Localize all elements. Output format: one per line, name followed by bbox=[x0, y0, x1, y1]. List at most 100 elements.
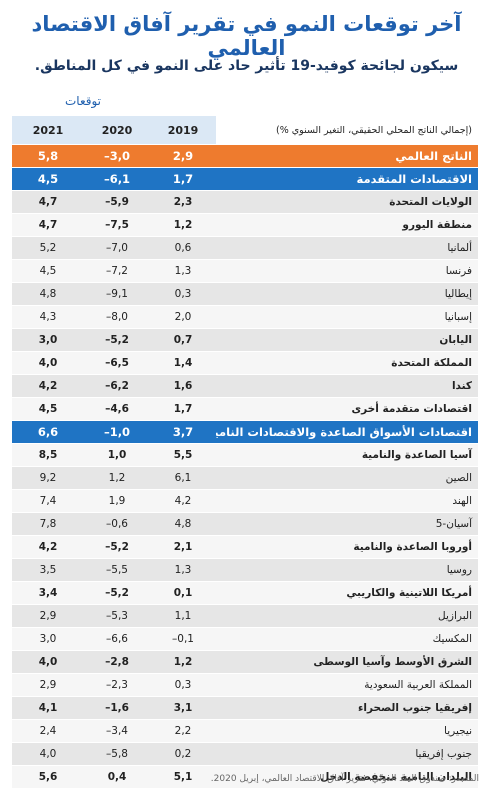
year-header: 2020 bbox=[84, 116, 150, 145]
row-label: جنوب إفريقيا bbox=[216, 742, 478, 766]
value-cell: 4,3 bbox=[12, 305, 84, 329]
table-row: منطقة اليورو 1,2 7,5– 4,7 bbox=[12, 213, 478, 237]
value-cell: 4,5 bbox=[12, 167, 84, 191]
value-cell: 4,8 bbox=[150, 512, 216, 536]
value-cell: 1,2 bbox=[150, 650, 216, 674]
value-cell: 3,0– bbox=[84, 144, 150, 168]
table-row: اقتصادات الأسواق الصاعدة والاقتصادات الن… bbox=[12, 420, 478, 444]
row-label: أوروبا الصاعدة والنامية bbox=[216, 535, 478, 559]
table-row: المملكة العربية السعودية 0,3 2,3– 2,9 bbox=[12, 673, 478, 697]
value-cell: 8,0– bbox=[84, 305, 150, 329]
value-cell: 1,6– bbox=[84, 696, 150, 720]
row-label: الاقتصادات المتقدمة bbox=[216, 167, 478, 191]
value-cell: 7,5– bbox=[84, 213, 150, 237]
table-row: كندا 1,6 6,2– 4,2 bbox=[12, 374, 478, 398]
value-cell: 4,2 bbox=[150, 489, 216, 513]
value-cell: 5,5 bbox=[150, 443, 216, 467]
value-cell: 4,7 bbox=[12, 213, 84, 237]
projections-label: توقعات bbox=[64, 94, 102, 108]
value-cell: 1,2 bbox=[150, 213, 216, 237]
value-cell: 2,9 bbox=[12, 673, 84, 697]
table-row: أمريكا اللاتينية والكاريبي 0,1 5,2– 3,4 bbox=[12, 581, 478, 605]
value-cell: 1,7 bbox=[150, 167, 216, 191]
value-cell: 0,3 bbox=[150, 282, 216, 306]
value-cell: 4,6– bbox=[84, 397, 150, 421]
value-cell: 5,3– bbox=[84, 604, 150, 628]
value-cell: 2,4 bbox=[12, 719, 84, 743]
value-cell: 9,2 bbox=[12, 466, 84, 490]
row-label: فرنسا bbox=[216, 259, 478, 283]
row-label: الهند bbox=[216, 489, 478, 513]
value-cell: 2,3– bbox=[84, 673, 150, 697]
value-cell: 2,2 bbox=[150, 719, 216, 743]
row-label: الولايات المتحدة bbox=[216, 190, 478, 214]
value-cell: 4,5 bbox=[12, 259, 84, 283]
table-row: إفريقيا جنوب الصحراء 3,1 1,6– 4,1 bbox=[12, 696, 478, 720]
value-cell: 0,6– bbox=[84, 512, 150, 536]
row-label: أمريكا اللاتينية والكاريبي bbox=[216, 581, 478, 605]
year-header: 2019 bbox=[150, 116, 216, 145]
value-cell: 8,5 bbox=[12, 443, 84, 467]
value-cell: 2,0 bbox=[150, 305, 216, 329]
value-cell: 0,2 bbox=[150, 742, 216, 766]
value-cell: 4,5 bbox=[12, 397, 84, 421]
row-label: المكسيك bbox=[216, 627, 478, 651]
value-cell: 5,9– bbox=[84, 190, 150, 214]
table-row: إيطاليا 0,3 9,1– 4,8 bbox=[12, 282, 478, 306]
value-cell: 7,4 bbox=[12, 489, 84, 513]
table-row: الناتج العالمي 2,9 3,0– 5,8 bbox=[12, 144, 478, 168]
title: آخر توقعات النمو في تقرير آفاق الاقتصاد … bbox=[31, 12, 462, 60]
row-label: إسبانيا bbox=[216, 305, 478, 329]
value-cell: 4,2 bbox=[12, 374, 84, 398]
row-label: البلدان النامية منخفضة الدخل bbox=[216, 765, 478, 789]
header-row: (إجمالي الناتج المحلي الحقيقي، التغير ال… bbox=[12, 116, 478, 145]
value-cell: 1,9 bbox=[84, 489, 150, 513]
table-row: اليابان 0,7 5,2– 3,0 bbox=[12, 328, 478, 352]
value-cell: 2,8– bbox=[84, 650, 150, 674]
value-cell: 5,6 bbox=[12, 765, 84, 789]
value-cell: 5,8 bbox=[12, 144, 84, 168]
table-row: آسيان-5 4,8 0,6– 7,8 bbox=[12, 512, 478, 536]
value-cell: 3,0 bbox=[12, 627, 84, 651]
value-cell: 0,4 bbox=[84, 765, 150, 789]
value-cell: 0,1 bbox=[150, 581, 216, 605]
value-cell: 6,6– bbox=[84, 627, 150, 651]
value-cell: 2,1 bbox=[150, 535, 216, 559]
row-label: إفريقيا جنوب الصحراء bbox=[216, 696, 478, 720]
table-row: الولايات المتحدة 2,3 5,9– 4,7 bbox=[12, 190, 478, 214]
row-label: اقتصادات متقدمة أخرى bbox=[216, 397, 478, 421]
year-header: 2021 bbox=[12, 116, 84, 145]
row-label: كندا bbox=[216, 374, 478, 398]
value-cell: 7,8 bbox=[12, 512, 84, 536]
value-cell: 4,1 bbox=[12, 696, 84, 720]
value-cell: 1,6 bbox=[150, 374, 216, 398]
value-cell: 6,1 bbox=[150, 466, 216, 490]
row-label: الشرق الأوسط وآسيا الوسطى bbox=[216, 650, 478, 674]
row-label: اليابان bbox=[216, 328, 478, 352]
row-label: الناتج العالمي bbox=[216, 144, 478, 168]
table-row: الصين 6,1 1,2 9,2 bbox=[12, 466, 478, 490]
value-cell: 4,0 bbox=[12, 351, 84, 375]
row-label: البرازيل bbox=[216, 604, 478, 628]
table-row: نيجيريا 2,2 3,4– 2,4 bbox=[12, 719, 478, 743]
table-body: الناتج العالمي 2,9 3,0– 5,8 الاقتصادات المتق… bbox=[12, 144, 478, 789]
value-cell: 1,1 bbox=[150, 604, 216, 628]
value-cell: 1,0 bbox=[84, 443, 150, 467]
value-cell: 5,5– bbox=[84, 558, 150, 582]
row-label: نيجيريا bbox=[216, 719, 478, 743]
table-row: آسيا الصاعدة والنامية 5,5 1,0 8,5 bbox=[12, 443, 478, 467]
value-cell: 5,2– bbox=[84, 581, 150, 605]
table-row: إسبانيا 2,0 8,0– 4,3 bbox=[12, 305, 478, 329]
table-row: الهند 4,2 1,9 7,4 bbox=[12, 489, 478, 513]
value-cell: 4,7 bbox=[12, 190, 84, 214]
row-label: المملكة المتحدة bbox=[216, 351, 478, 375]
value-cell: 4,2 bbox=[12, 535, 84, 559]
value-cell: 0,3 bbox=[150, 673, 216, 697]
value-cell: 3,1 bbox=[150, 696, 216, 720]
value-cell: 7,2– bbox=[84, 259, 150, 283]
value-cell: 2,9 bbox=[12, 604, 84, 628]
value-cell: 5,2– bbox=[84, 535, 150, 559]
table-row: اقتصادات متقدمة أخرى 1,7 4,6– 4,5 bbox=[12, 397, 478, 421]
value-cell: 0,1– bbox=[150, 627, 216, 651]
table-row: ألمانيا 0,6 7,0– 5,2 bbox=[12, 236, 478, 260]
